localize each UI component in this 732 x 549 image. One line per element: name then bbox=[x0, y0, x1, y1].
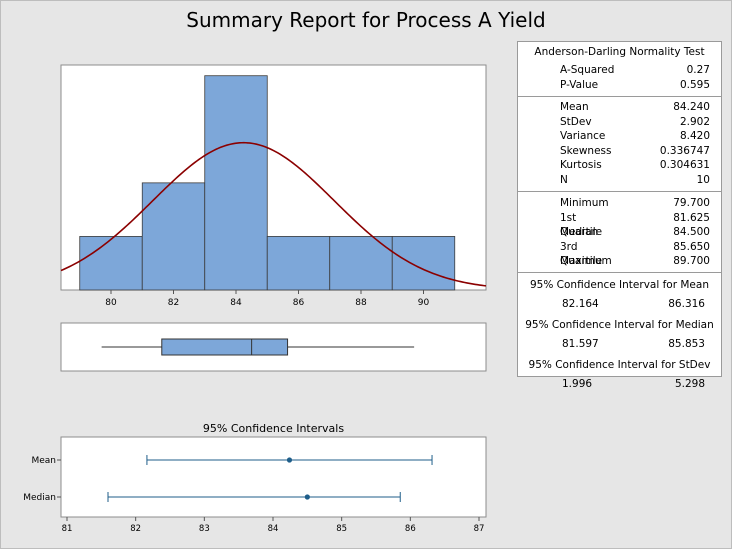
report-title: Summary Report for Process A Yield bbox=[186, 8, 546, 32]
normal-fit-curve bbox=[60, 141, 487, 287]
stat-row: A-Squared 0.27 bbox=[518, 63, 721, 78]
x-tick-label: 82 bbox=[168, 298, 179, 308]
stat-label: Skewness bbox=[560, 144, 612, 157]
stat-label: 3rd Quartile bbox=[560, 240, 603, 268]
ci-mean-upper: 86.316 bbox=[668, 297, 705, 310]
boxplot bbox=[60, 322, 487, 372]
ci-point-estimate bbox=[286, 457, 293, 463]
stat-label: Kurtosis bbox=[560, 159, 602, 171]
ci-stdev-upper: 5.298 bbox=[674, 377, 705, 390]
stat-label: P-Value bbox=[560, 78, 599, 91]
ci-x-tick-label: 82 bbox=[130, 524, 141, 534]
confidence-interval-plot: 95% Confidence Intervals Mean Median 81 82 83… bbox=[23, 422, 487, 534]
ci-category-label: Median bbox=[23, 493, 56, 503]
x-tick-label: 88 bbox=[355, 298, 367, 308]
stat-label: StDev bbox=[560, 115, 592, 128]
x-tick-label: 86 bbox=[293, 298, 305, 308]
stat-value: 84.500 bbox=[673, 226, 710, 238]
ci-mean-lower: 82.164 bbox=[562, 297, 599, 310]
stat-value: 8.420 bbox=[679, 130, 710, 142]
quartiles-section: Minimum 79.700 1st Quartile 81.625 Median 8… bbox=[518, 192, 721, 273]
ci-x-tick-label: 83 bbox=[199, 524, 210, 534]
stat-row: N 10 bbox=[518, 173, 721, 188]
histogram-bar bbox=[266, 236, 331, 291]
ci-median-header: 95% Confidence Interval for Median bbox=[525, 318, 714, 331]
ci-stdev-values: 1.996 5.298 bbox=[518, 373, 721, 393]
ci-category-label: Mean bbox=[31, 456, 56, 466]
stat-value: 85.650 bbox=[673, 240, 710, 253]
histogram-bar bbox=[79, 236, 143, 291]
stat-label: A-Squared bbox=[560, 64, 615, 76]
ci-x-tick-label: 85 bbox=[336, 524, 347, 534]
ci-x-tick-label: 84 bbox=[268, 524, 279, 534]
moments-section: Mean 84.240 StDev 2.902 Variance 8.420 Skew… bbox=[518, 97, 721, 192]
ci-median-values: 81.597 85.853 bbox=[518, 333, 721, 353]
stat-label: Maximum bbox=[560, 255, 612, 267]
boxplot-box bbox=[161, 338, 289, 356]
stat-label: 1st Quartile bbox=[560, 211, 603, 239]
normality-test-header: Anderson-Darling Normality Test bbox=[534, 46, 705, 58]
histogram-bar bbox=[141, 182, 206, 291]
histogram-bar bbox=[204, 75, 268, 291]
stat-value: 0.304631 bbox=[659, 159, 710, 171]
ci-x-tick-label: 87 bbox=[474, 524, 485, 534]
ci-point-estimate bbox=[304, 494, 310, 500]
histogram-bar bbox=[391, 236, 456, 291]
stat-value: 0.595 bbox=[679, 78, 710, 91]
stat-value: 81.625 bbox=[673, 211, 710, 224]
ci-stdev-lower: 1.996 bbox=[562, 377, 593, 390]
ci-stdev-header: 95% Confidence Interval for StDev bbox=[528, 358, 711, 371]
stat-label: Variance bbox=[560, 130, 606, 142]
ci-median-upper: 85.853 bbox=[668, 337, 705, 350]
stat-label: Median bbox=[560, 226, 599, 238]
ci-plot-title: 95% Confidence Intervals bbox=[203, 422, 344, 435]
stat-value: 2.902 bbox=[679, 115, 710, 128]
ci-mean-header: 95% Confidence Interval for Mean bbox=[530, 278, 709, 291]
ci-x-tick-label: 81 bbox=[62, 524, 73, 534]
x-tick-label: 84 bbox=[230, 298, 242, 308]
stat-value: 10 bbox=[696, 173, 710, 186]
stat-value: 84.240 bbox=[673, 101, 710, 113]
stat-row: Kurtosis 0.304631 bbox=[518, 158, 721, 173]
stat-label: Mean bbox=[560, 101, 589, 113]
stat-row: 3rd Quartile 85.650 bbox=[518, 240, 721, 268]
stat-value: 0.336747 bbox=[659, 144, 710, 157]
stat-row: Variance 8.420 bbox=[518, 129, 721, 144]
stat-label: N bbox=[560, 173, 568, 186]
x-tick-label: 90 bbox=[418, 298, 430, 308]
normality-test-section: Anderson-Darling Normality Test A-Square… bbox=[518, 42, 721, 97]
ci-mean-values: 82.164 86.316 bbox=[518, 293, 721, 313]
ci-plot-area bbox=[60, 436, 487, 518]
stat-row: Minimum 79.700 bbox=[518, 196, 721, 211]
confidence-intervals-section: 95% Confidence Interval for Mean 82.164 8… bbox=[518, 273, 721, 397]
stat-row: Skewness 0.336747 bbox=[518, 144, 721, 159]
stat-row: P-Value 0.595 bbox=[518, 78, 721, 93]
x-tick-label: 80 bbox=[105, 298, 117, 308]
stat-row: Mean 84.240 bbox=[518, 100, 721, 115]
ci-x-tick-label: 86 bbox=[405, 524, 416, 534]
stat-value: 0.27 bbox=[686, 64, 710, 76]
stat-row: Median 84.500 bbox=[518, 225, 721, 240]
stat-label: Minimum bbox=[560, 197, 609, 209]
ci-median-lower: 81.597 bbox=[562, 337, 599, 350]
statistics-panel: Anderson-Darling Normality Test A-Square… bbox=[517, 41, 722, 390]
stat-value: 89.700 bbox=[673, 255, 710, 267]
stat-value: 79.700 bbox=[673, 197, 710, 209]
stat-row: StDev 2.902 bbox=[518, 115, 721, 130]
stat-row: 1st Quartile 81.625 bbox=[518, 211, 721, 239]
histogram: 80 82 84 86 88 90 bbox=[60, 64, 487, 308]
stat-row: Maximum 89.700 bbox=[518, 254, 721, 269]
